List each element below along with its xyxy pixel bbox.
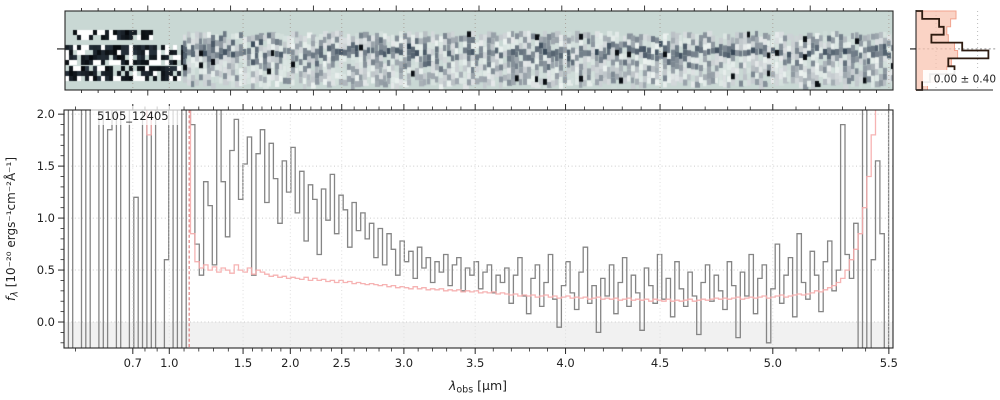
y-tick-label: 1.5 xyxy=(37,159,55,173)
x-tick-label: 1.0 xyxy=(160,356,178,370)
object-id-label-box xyxy=(91,106,181,125)
main-axes-border xyxy=(63,109,894,349)
profile-stat-text: 0.00 ± 0.40 xyxy=(934,74,996,86)
main-axes-background xyxy=(64,113,893,348)
y-tick-label: 2.0 xyxy=(37,107,55,121)
y-axis-label: fλ [10⁻²⁰ ergs⁻¹cm⁻²Å⁻¹] xyxy=(3,157,21,301)
x-axis-label: λobs [μm] xyxy=(448,378,507,396)
2d-panel-border xyxy=(64,10,894,91)
y-tick-label: 1.0 xyxy=(37,211,55,225)
profile-stat-label: 0.00 ± 0.40 xyxy=(923,70,997,86)
y-tick-label: 0.0 xyxy=(37,315,55,329)
2d-panel-axes xyxy=(57,5,894,96)
below-zero-band xyxy=(64,322,893,348)
x-tick-label: 4.0 xyxy=(556,356,574,370)
x-tick-label: 2.5 xyxy=(333,356,351,370)
x-tick-label: 3.0 xyxy=(395,356,413,370)
x-tick-label: 5.5 xyxy=(880,356,898,370)
x-tick-label: 0.7 xyxy=(124,356,142,370)
profile-stat-label-box xyxy=(923,70,997,86)
error-step-line xyxy=(146,110,877,302)
2d-spectrum-image xyxy=(65,11,893,90)
main-axes-grid-ticks: 0.7 1.0 1.5 2.0 2.5 3.0 3.5 4.0 4.5 5.0 5.5 0.0 0.5 1… xyxy=(37,104,898,370)
object-id-label: 5105_12405 xyxy=(91,106,181,125)
x-tick-label: 2.0 xyxy=(281,356,299,370)
x-tick-label: 5.0 xyxy=(764,356,782,370)
x-tick-label: 3.5 xyxy=(466,356,484,370)
flux-step-line xyxy=(67,110,890,348)
y-tick-label: 0.5 xyxy=(37,263,55,277)
object-id-text: 5105_12405 xyxy=(97,109,169,123)
main-axes-data xyxy=(67,110,890,348)
x-tick-label: 4.5 xyxy=(651,356,669,370)
x-tick-label: 1.5 xyxy=(234,356,252,370)
